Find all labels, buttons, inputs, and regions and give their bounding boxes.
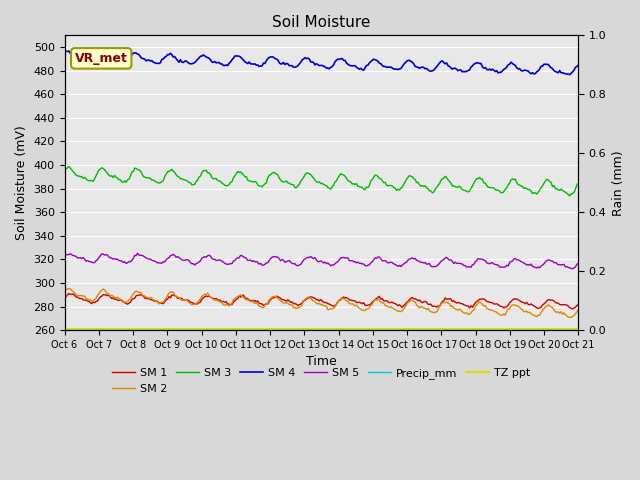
TZ ppt [124,326,131,332]
SM 2 [232,294,240,300]
SM 1 [575,302,582,308]
TZ ppt [546,326,554,332]
SM 1 [215,297,223,303]
SM 3 [61,167,68,172]
SM 5 [575,261,582,266]
SM 5 [547,258,555,264]
SM 2 [567,315,575,321]
Precip_mm [285,327,293,333]
SM 2 [61,289,68,295]
Y-axis label: Soil Moisture (mV): Soil Moisture (mV) [15,125,28,240]
SM 3 [575,180,582,186]
SM 3 [232,171,240,177]
Text: VR_met: VR_met [75,52,127,65]
X-axis label: Time: Time [306,355,337,369]
SM 3 [287,181,294,187]
SM 4 [61,49,68,55]
SM 1 [61,295,68,301]
Precip_mm [546,327,554,333]
Precip_mm [231,327,239,333]
SM 5 [241,255,249,261]
SM 3 [547,180,555,185]
Precip_mm [575,327,582,333]
Title: Soil Moisture: Soil Moisture [272,15,371,30]
Line: SM 4: SM 4 [65,51,579,75]
Precip_mm [61,327,68,333]
SM 2 [241,296,249,301]
SM 4 [241,59,249,65]
SM 3 [241,174,249,180]
SM 4 [547,65,555,71]
SM 4 [575,62,582,68]
SM 5 [287,259,294,265]
TZ ppt [575,326,582,332]
SM 1 [547,297,555,303]
SM 1 [232,296,240,302]
SM 1 [569,306,577,312]
Legend: SM 1, SM 2, SM 3, SM 4, SM 5, Precip_mm, TZ ppt: SM 1, SM 2, SM 3, SM 4, SM 5, Precip_mm,… [108,364,535,398]
SM 1 [287,300,294,305]
SM 4 [232,53,240,59]
SM 5 [124,260,131,266]
Line: SM 5: SM 5 [65,253,579,269]
SM 5 [134,251,141,256]
TZ ppt [285,326,293,332]
Precip_mm [124,327,131,333]
SM 2 [287,302,294,308]
TZ ppt [239,326,247,332]
TZ ppt [61,326,68,332]
SM 1 [125,300,132,306]
TZ ppt [231,326,239,332]
SM 4 [65,48,73,54]
SM 3 [566,193,573,199]
SM 5 [215,257,223,263]
SM 1 [241,295,249,300]
SM 5 [232,256,240,262]
SM 2 [575,307,582,312]
Line: SM 3: SM 3 [65,167,579,196]
SM 2 [547,304,555,310]
SM 3 [65,164,73,169]
Line: SM 2: SM 2 [65,288,579,318]
Line: SM 1: SM 1 [65,294,579,309]
SM 1 [65,291,73,297]
SM 3 [125,176,132,182]
SM 4 [566,72,573,78]
TZ ppt [214,326,221,332]
SM 5 [569,266,577,272]
SM 2 [65,286,73,291]
SM 4 [125,56,132,61]
SM 5 [61,254,68,260]
SM 4 [287,63,294,69]
Precip_mm [239,327,247,333]
SM 2 [215,299,223,304]
SM 4 [215,60,223,65]
SM 2 [125,297,132,303]
Y-axis label: Rain (mm): Rain (mm) [612,150,625,216]
Precip_mm [214,327,221,333]
SM 3 [215,178,223,184]
